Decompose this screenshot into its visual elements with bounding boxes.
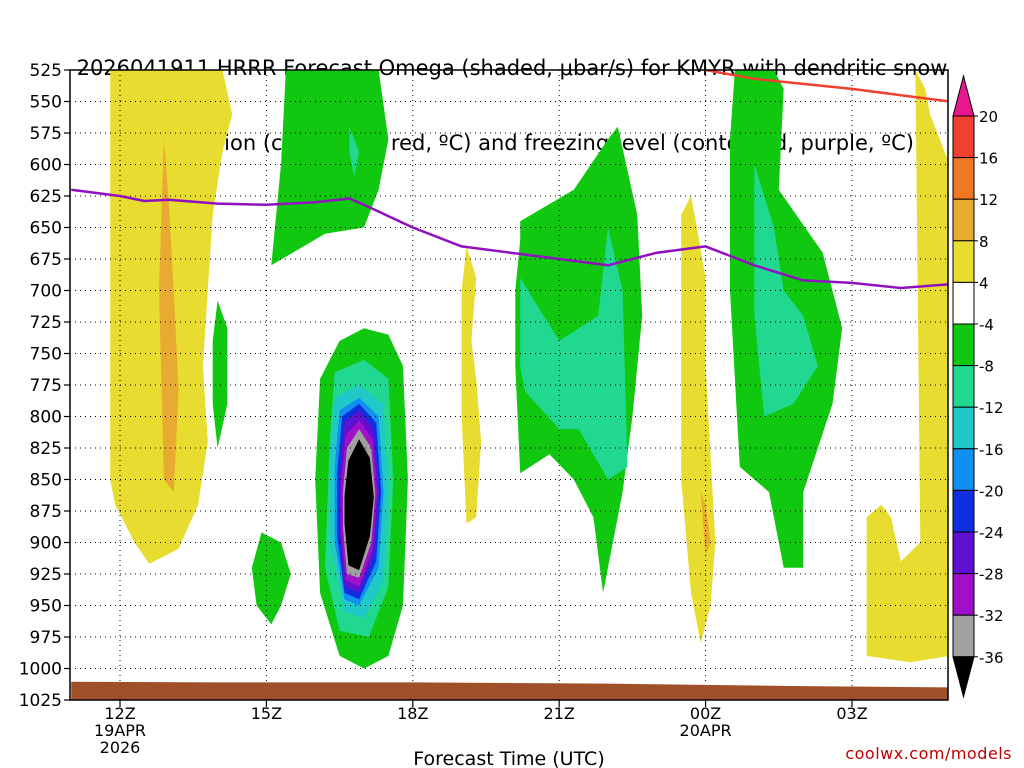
dgz-contour-line [700,70,948,103]
colorbar-swatch [952,614,975,658]
omega-region-warm-4 [159,139,179,493]
colorbar-label: -36 [979,649,1004,667]
omega-region-warm-3 [866,70,948,663]
colorbar-swatch [952,240,975,283]
x-tick-label: 15Z [251,704,282,723]
colorbar-bottom-arrow [952,656,975,699]
colorbar-swatch [952,157,975,200]
colorbar-swatch [952,115,975,159]
colorbar-label: -20 [979,482,1004,500]
y-tick-label: 900 [30,534,62,554]
omega-region-warm-1 [461,246,482,524]
y-tick-label: 850 [30,471,62,491]
y-tick-label: 975 [30,628,62,648]
colorbar-label: -24 [979,524,1004,542]
colorbar-swatch [952,531,975,575]
colorbar-label: -32 [979,607,1004,625]
omega-region-lift-8 [251,532,291,625]
surface-terrain [71,681,948,700]
colorbar-swatch [952,448,975,491]
colorbar-swatch [952,281,975,325]
y-tick-label: 575 [30,124,62,144]
omega-region-lift9-22 [344,439,374,571]
colorbar-label: 8 [979,233,989,251]
y-tick-label: 800 [30,408,62,428]
y-tick-label: 925 [30,565,62,585]
colorbar-top-arrow [952,74,975,117]
x-tick-label: 12Z [104,704,135,723]
y-tick-label: 725 [30,313,62,333]
y-tick-label: 775 [30,376,62,396]
y-tick-label: 1025 [19,691,62,711]
y-tick-label: 950 [30,597,62,617]
x-tick-label: 03Z [836,704,867,723]
x-axis-label: Forecast Time (UTC) [413,748,604,768]
colorbar-label: 20 [979,108,998,126]
freezing-level-line [71,188,948,290]
y-tick-label: 875 [30,502,62,522]
colorbar-swatch [952,406,975,450]
x-tick-label: 00Z [690,704,721,723]
colorbar-swatch [952,489,975,533]
source-credit: coolwx.com/models [845,744,1012,763]
y-tick-label: 600 [30,156,62,176]
y-tick-label: 550 [30,93,62,113]
omega-region-warm-5 [700,492,711,556]
colorbar-label: -8 [979,358,994,376]
x-tick-label: 18Z [397,704,428,723]
colorbar-swatch [952,573,975,616]
x-tick-label: 20APR [680,721,732,740]
y-tick-label: 625 [30,187,62,207]
y-tick-label: 700 [30,282,62,302]
y-tick-label: 650 [30,219,62,239]
y-tick-label: 750 [30,345,62,365]
colorbar-swatch [952,365,975,408]
colorbar-label: -4 [979,316,994,334]
x-tick-label: 2026 [100,738,141,757]
y-tick-label: 1000 [19,660,62,680]
colorbar-swatch [952,323,975,367]
x-tick-label: 19APR [94,721,146,740]
y-tick-label: 525 [30,61,62,81]
colorbar-label: 12 [979,191,998,209]
omega-region-lift2-12 [349,126,360,178]
x-tick-label: 21Z [544,704,575,723]
colorbar-label: -28 [979,566,1004,584]
colorbar-swatch [952,198,975,242]
colorbar-label: -16 [979,441,1004,459]
colorbar-label: 4 [979,274,989,292]
omega-region-lift-6 [212,300,228,448]
omega-region-warm-2 [681,196,716,644]
y-tick-label: 825 [30,439,62,459]
colorbar-label: 16 [979,150,998,168]
colorbar-label: -12 [979,399,1004,417]
y-tick-label: 675 [30,250,62,270]
omega-region-lift-7 [271,70,389,266]
